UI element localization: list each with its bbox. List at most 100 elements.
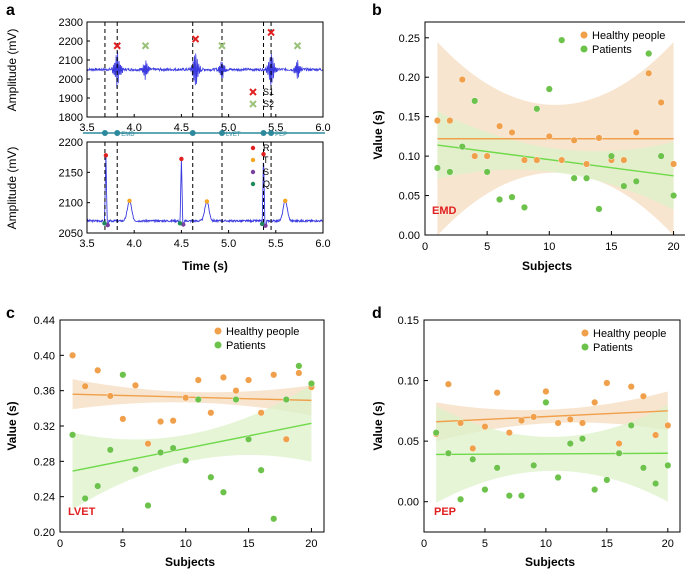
s1-marker <box>267 28 275 37</box>
patients-point <box>570 174 578 182</box>
patients-point <box>483 168 491 176</box>
xtick-label: 5 <box>482 538 488 550</box>
patients-point <box>282 396 290 404</box>
patients-point <box>219 488 227 496</box>
xlabel-a-bottom: Time (s) <box>182 259 228 273</box>
q-wave-marker <box>259 221 265 227</box>
healthy-point <box>578 419 586 427</box>
interval-endpoint <box>218 130 225 136</box>
r-wave-marker <box>179 156 184 162</box>
healthy-fit-line <box>436 410 668 423</box>
t-wave-marker <box>283 198 288 204</box>
patients-fit-line <box>437 144 674 177</box>
patients-point <box>245 435 253 443</box>
legend-healthy-icon <box>581 329 589 337</box>
legend-a-bottom: R T S Q <box>250 143 270 189</box>
panel-letter-a: a <box>6 2 15 19</box>
panel-a-top: 3.5 4.0 4.5 5.0 5.5 6.01800190020002100220023… <box>5 17 331 134</box>
patients-point <box>530 461 538 469</box>
s1-marker-shape <box>267 28 275 37</box>
plot-frame <box>424 21 685 236</box>
healthy-point <box>232 387 240 395</box>
legend-s-icon <box>250 169 256 175</box>
plot-area <box>69 351 315 523</box>
patients-point <box>232 396 240 404</box>
patients-point <box>607 152 615 160</box>
healthy-point <box>664 421 672 429</box>
patients-point <box>496 195 504 203</box>
patients-point <box>627 421 635 429</box>
legend-patients-label: Patients <box>226 340 266 352</box>
patients-point <box>493 464 501 472</box>
s2-marker-shape <box>293 42 302 50</box>
legend-patients-icon <box>214 341 222 349</box>
legend-b: Healthy people Patients <box>580 30 665 56</box>
patients-point <box>471 97 479 105</box>
a-bottom-xtick-label: 3.5 <box>79 238 94 250</box>
patients-point <box>505 492 513 500</box>
healthy-point <box>670 160 678 168</box>
t-wave-marker <box>204 199 210 204</box>
legend-patients-icon <box>580 45 588 53</box>
a-bottom-ytick-label: 2100 <box>59 198 83 210</box>
healthy-point <box>446 117 454 125</box>
healthy-point <box>433 117 441 125</box>
legend-a-top: S1 S2 <box>249 87 274 109</box>
xtick-label: 0 <box>421 538 427 550</box>
patients-point <box>508 193 516 201</box>
legend-healthy-label: Healthy people <box>593 328 666 340</box>
ylabel-c: Value (s) <box>5 401 19 450</box>
patients-point <box>542 398 550 406</box>
healthy-point <box>558 156 566 164</box>
ytick-label: 0.24 <box>34 492 55 504</box>
healthy-point <box>444 380 452 388</box>
xtick-label: 20 <box>667 241 679 253</box>
patients-point <box>207 473 215 481</box>
ytick-label: 0.25 <box>399 33 420 45</box>
xtick-label: 15 <box>601 538 613 550</box>
patients-point <box>578 435 586 443</box>
s2-marker-shape <box>141 42 150 50</box>
legend-healthy-label: Healthy people <box>592 30 665 42</box>
patients-point <box>545 85 553 93</box>
xtick-label: 10 <box>180 538 192 550</box>
xtick-label: 5 <box>120 538 126 550</box>
xtick-label: 20 <box>662 538 674 550</box>
ytick-label: 0.10 <box>399 151 420 163</box>
a-bottom-xtick-label: 4.5 <box>174 238 189 250</box>
healthy-point <box>496 122 504 130</box>
r-wave-marker <box>261 151 266 157</box>
interval-label: EMD <box>121 132 135 138</box>
legend-d: Healthy people Patients <box>581 328 666 354</box>
annotation-pep: PEP <box>434 506 456 518</box>
patients-point <box>69 431 77 439</box>
healthy-point <box>270 371 278 379</box>
q-wave-marker <box>177 221 183 226</box>
patients-point <box>533 105 541 113</box>
healthy-point <box>591 398 599 406</box>
s2-marker <box>141 42 150 50</box>
axes-a-bottom: 3.5 4.0 4.5 5.0 5.5 6.0 2050 2100 2150 2200 <box>59 137 331 250</box>
patients-point <box>554 473 562 481</box>
healthy-point <box>530 413 538 421</box>
legend-s1-label: S1 <box>263 87 274 97</box>
patients-point <box>645 50 653 58</box>
a-top-xtick-label: 3.5 <box>79 122 94 134</box>
a-top-ytick-label: 2300 <box>59 17 83 29</box>
healthy-point <box>554 419 562 427</box>
xtick-label: 15 <box>242 538 254 550</box>
legend-healthy-icon <box>214 327 222 335</box>
ytick-label: 0.00 <box>399 230 420 242</box>
legend-healthy-label: Healthy people <box>226 326 299 338</box>
patients-point <box>94 482 102 490</box>
ytick-label: 0.15 <box>398 315 419 327</box>
a-bottom-xtick-label: 5.0 <box>221 238 236 250</box>
legend-s2-icon <box>249 100 257 108</box>
ylabel-a-bottom: Amplitude (mV) <box>5 147 19 230</box>
annotation-emd: EMD <box>432 205 457 217</box>
healthy-point <box>505 429 513 437</box>
patients-point <box>444 449 452 457</box>
legend-q-icon <box>250 181 256 187</box>
ytick-label: 0.36 <box>34 386 55 398</box>
